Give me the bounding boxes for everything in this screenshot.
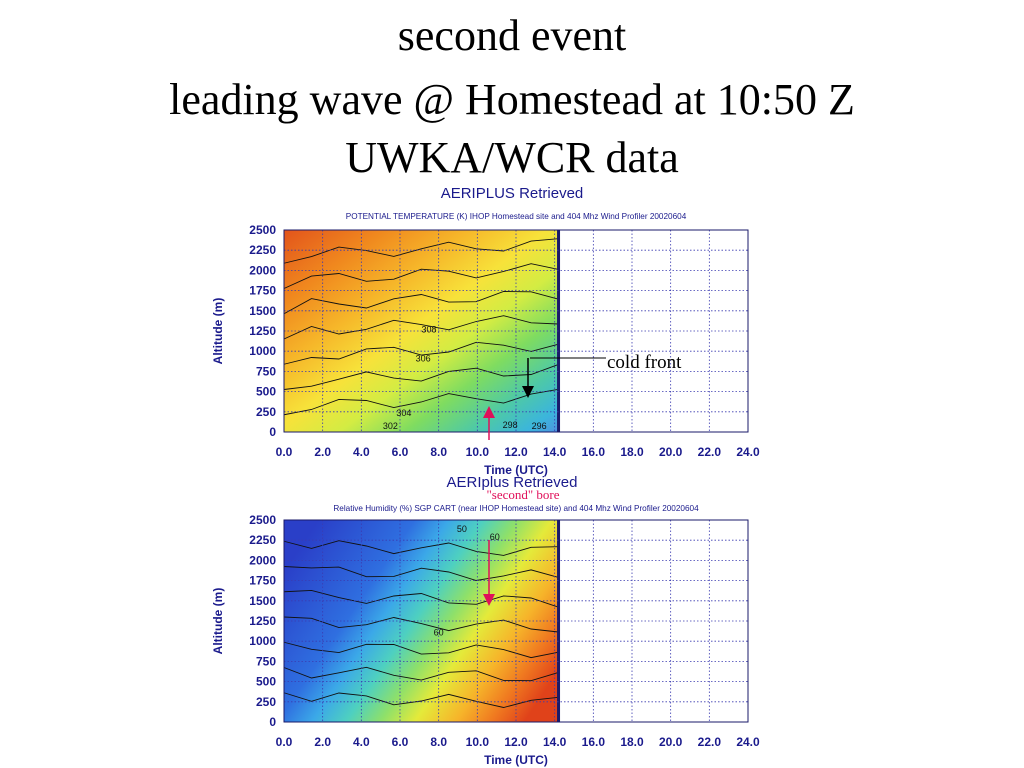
y-tick-label: 500 bbox=[256, 385, 276, 399]
x-tick-label: 4.0 bbox=[353, 735, 370, 749]
y-tick-label: 2000 bbox=[249, 553, 276, 567]
x-tick-label: 6.0 bbox=[392, 445, 409, 459]
x-tick-label: 22.0 bbox=[698, 735, 722, 749]
y-tick-label: 1000 bbox=[249, 634, 276, 648]
y-tick-label: 2500 bbox=[249, 513, 276, 527]
y-tick-label: 2250 bbox=[249, 533, 276, 547]
x-tick-label: 14.0 bbox=[543, 735, 567, 749]
y-tick-label: 1500 bbox=[249, 594, 276, 608]
relative-humidity-chart: AERIplus Retrieved Relative Humidity (%) … bbox=[211, 474, 760, 767]
cold-front-label: cold front bbox=[607, 352, 682, 373]
x-tick-label: 22.0 bbox=[698, 445, 722, 459]
plot-frame bbox=[283, 519, 749, 723]
contour-label: 60 bbox=[434, 628, 444, 638]
x-tick-label: 18.0 bbox=[620, 445, 644, 459]
contour-label: 296 bbox=[532, 421, 547, 431]
annotations-layer: cold front "second" bore bbox=[483, 352, 682, 606]
plot-frame bbox=[283, 229, 749, 433]
contour-line bbox=[283, 388, 559, 416]
x-tick-label: 24.0 bbox=[736, 735, 760, 749]
y-tick-label: 1500 bbox=[249, 304, 276, 318]
contour-line bbox=[283, 589, 559, 608]
x-tick-label: 2.0 bbox=[314, 445, 331, 459]
contour-line bbox=[283, 291, 559, 315]
y-tick-label: 2500 bbox=[249, 223, 276, 237]
y-tick-label: 2000 bbox=[249, 263, 276, 277]
contour-label: 304 bbox=[396, 408, 411, 418]
x-tick-label: 10.0 bbox=[466, 735, 490, 749]
y-tick-label: 250 bbox=[256, 695, 276, 709]
x-tick-label: 20.0 bbox=[659, 445, 683, 459]
y-tick-label: 750 bbox=[256, 654, 276, 668]
x-tick-label: 24.0 bbox=[736, 445, 760, 459]
x-tick-label: 0.0 bbox=[276, 445, 293, 459]
x-tick-label: 20.0 bbox=[659, 735, 683, 749]
y-tick-label: 1000 bbox=[249, 344, 276, 358]
y-tick-label: 1250 bbox=[249, 324, 276, 338]
chart-subtitle: POTENTIAL TEMPERATURE (K) IHOP Homestead… bbox=[346, 212, 687, 221]
contour-line bbox=[283, 692, 559, 708]
slide-title-line-2: leading wave @ Homestead at 10:50 Z bbox=[169, 75, 855, 124]
chart-title: AERIPLUS Retrieved bbox=[441, 185, 584, 202]
chart-title: AERIplus Retrieved bbox=[447, 474, 578, 491]
y-tick-label: 500 bbox=[256, 675, 276, 689]
x-tick-label: 2.0 bbox=[314, 735, 331, 749]
y-tick-label: 750 bbox=[256, 364, 276, 378]
y-tick-label: 250 bbox=[256, 405, 276, 419]
x-tick-label: 8.0 bbox=[430, 735, 447, 749]
contour-line bbox=[283, 616, 559, 633]
contour-line bbox=[283, 341, 559, 365]
contour-line bbox=[283, 263, 559, 289]
y-axis-label: Altitude (m) bbox=[211, 588, 225, 655]
slide-title-line-1: second event bbox=[397, 11, 627, 60]
contour-label: 302 bbox=[383, 421, 398, 431]
contour-label: 50 bbox=[457, 524, 467, 534]
slide-title-line-3: UWKA/WCR data bbox=[345, 133, 679, 182]
x-tick-label: 18.0 bbox=[620, 735, 644, 749]
x-tick-label: 12.0 bbox=[504, 735, 528, 749]
chart-subtitle: Relative Humidity (%) SGP CART (near IHO… bbox=[333, 504, 699, 513]
y-tick-label: 1250 bbox=[249, 614, 276, 628]
potential-temperature-chart: AERIPLUS Retrieved POTENTIAL TEMPERATURE … bbox=[211, 185, 760, 477]
x-tick-label: 14.0 bbox=[543, 445, 567, 459]
second-bore-label: "second" bore bbox=[486, 487, 559, 502]
contour-line bbox=[283, 641, 559, 659]
y-tick-label: 0 bbox=[269, 715, 276, 729]
y-tick-label: 2250 bbox=[249, 243, 276, 257]
x-axis-label: Time (UTC) bbox=[484, 463, 548, 477]
contour-label: 298 bbox=[503, 420, 518, 430]
x-tick-label: 16.0 bbox=[582, 445, 606, 459]
contour-line bbox=[283, 315, 559, 340]
x-tick-label: 16.0 bbox=[582, 735, 606, 749]
contour-line bbox=[283, 363, 559, 390]
x-axis-label: Time (UTC) bbox=[484, 753, 548, 767]
x-tick-label: 0.0 bbox=[276, 735, 293, 749]
x-tick-label: 6.0 bbox=[392, 735, 409, 749]
x-tick-label: 12.0 bbox=[504, 445, 528, 459]
contour-label: 308 bbox=[421, 325, 436, 335]
y-tick-label: 0 bbox=[269, 425, 276, 439]
x-tick-label: 4.0 bbox=[353, 445, 370, 459]
x-tick-label: 8.0 bbox=[430, 445, 447, 459]
contour-line bbox=[283, 666, 559, 682]
x-tick-label: 10.0 bbox=[466, 445, 490, 459]
contour-label: 60 bbox=[490, 532, 500, 542]
contour-line bbox=[283, 566, 559, 581]
y-tick-label: 1750 bbox=[249, 284, 276, 298]
y-tick-label: 1750 bbox=[249, 574, 276, 588]
contour-line bbox=[283, 540, 559, 556]
y-axis-label: Altitude (m) bbox=[211, 298, 225, 365]
contour-label: 306 bbox=[416, 354, 431, 364]
